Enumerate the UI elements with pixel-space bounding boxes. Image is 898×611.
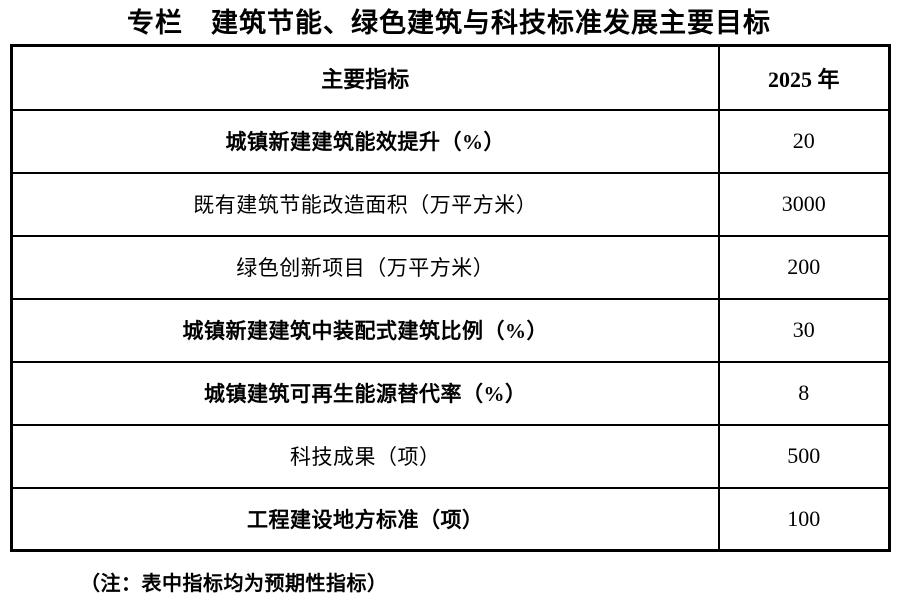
document-page: 专栏 建筑节能、绿色建筑与科技标准发展主要目标 主要指标 2025 年 城镇新建… <box>0 7 898 611</box>
table-row: 科技成果（项） 500 <box>10 423 891 489</box>
column-header-year: 2025 年 <box>717 44 891 111</box>
table-row: 城镇建筑可再生能源替代率（%） 8 <box>10 360 891 426</box>
table-row: 城镇新建建筑中装配式建筑比例（%） 30 <box>10 297 891 363</box>
value-cell: 100 <box>717 486 891 552</box>
indicator-cell: 工程建设地方标准（项） <box>10 486 720 552</box>
table-row: 工程建设地方标准（项） 100 <box>10 486 891 552</box>
value-cell: 3000 <box>717 171 891 237</box>
page-title: 专栏 建筑节能、绿色建筑与科技标准发展主要目标 <box>127 8 771 38</box>
value-cell: 500 <box>717 423 891 489</box>
column-header-indicator: 主要指标 <box>10 44 720 111</box>
footnote: （注：表中指标均为预期性指标） <box>80 573 388 595</box>
indicator-cell: 城镇新建建筑中装配式建筑比例（%） <box>10 297 720 363</box>
table-row: 城镇新建建筑能效提升（%） 20 <box>10 108 891 174</box>
table-row: 绿色创新项目（万平方米） 200 <box>10 234 891 300</box>
indicator-cell: 科技成果（项） <box>10 423 720 489</box>
value-cell: 8 <box>717 360 891 426</box>
indicator-cell: 绿色创新项目（万平方米） <box>10 234 720 300</box>
indicator-cell: 城镇新建建筑能效提升（%） <box>10 108 720 174</box>
table-header-row: 主要指标 2025 年 <box>10 44 891 111</box>
table-row: 既有建筑节能改造面积（万平方米） 3000 <box>10 171 891 237</box>
value-cell: 20 <box>717 108 891 174</box>
indicator-cell: 既有建筑节能改造面积（万平方米） <box>10 171 720 237</box>
indicator-cell: 城镇建筑可再生能源替代率（%） <box>10 360 720 426</box>
value-cell: 30 <box>717 297 891 363</box>
value-cell: 200 <box>717 234 891 300</box>
targets-table: 主要指标 2025 年 城镇新建建筑能效提升（%） 20 既有建筑节能改造面积（… <box>10 44 891 552</box>
